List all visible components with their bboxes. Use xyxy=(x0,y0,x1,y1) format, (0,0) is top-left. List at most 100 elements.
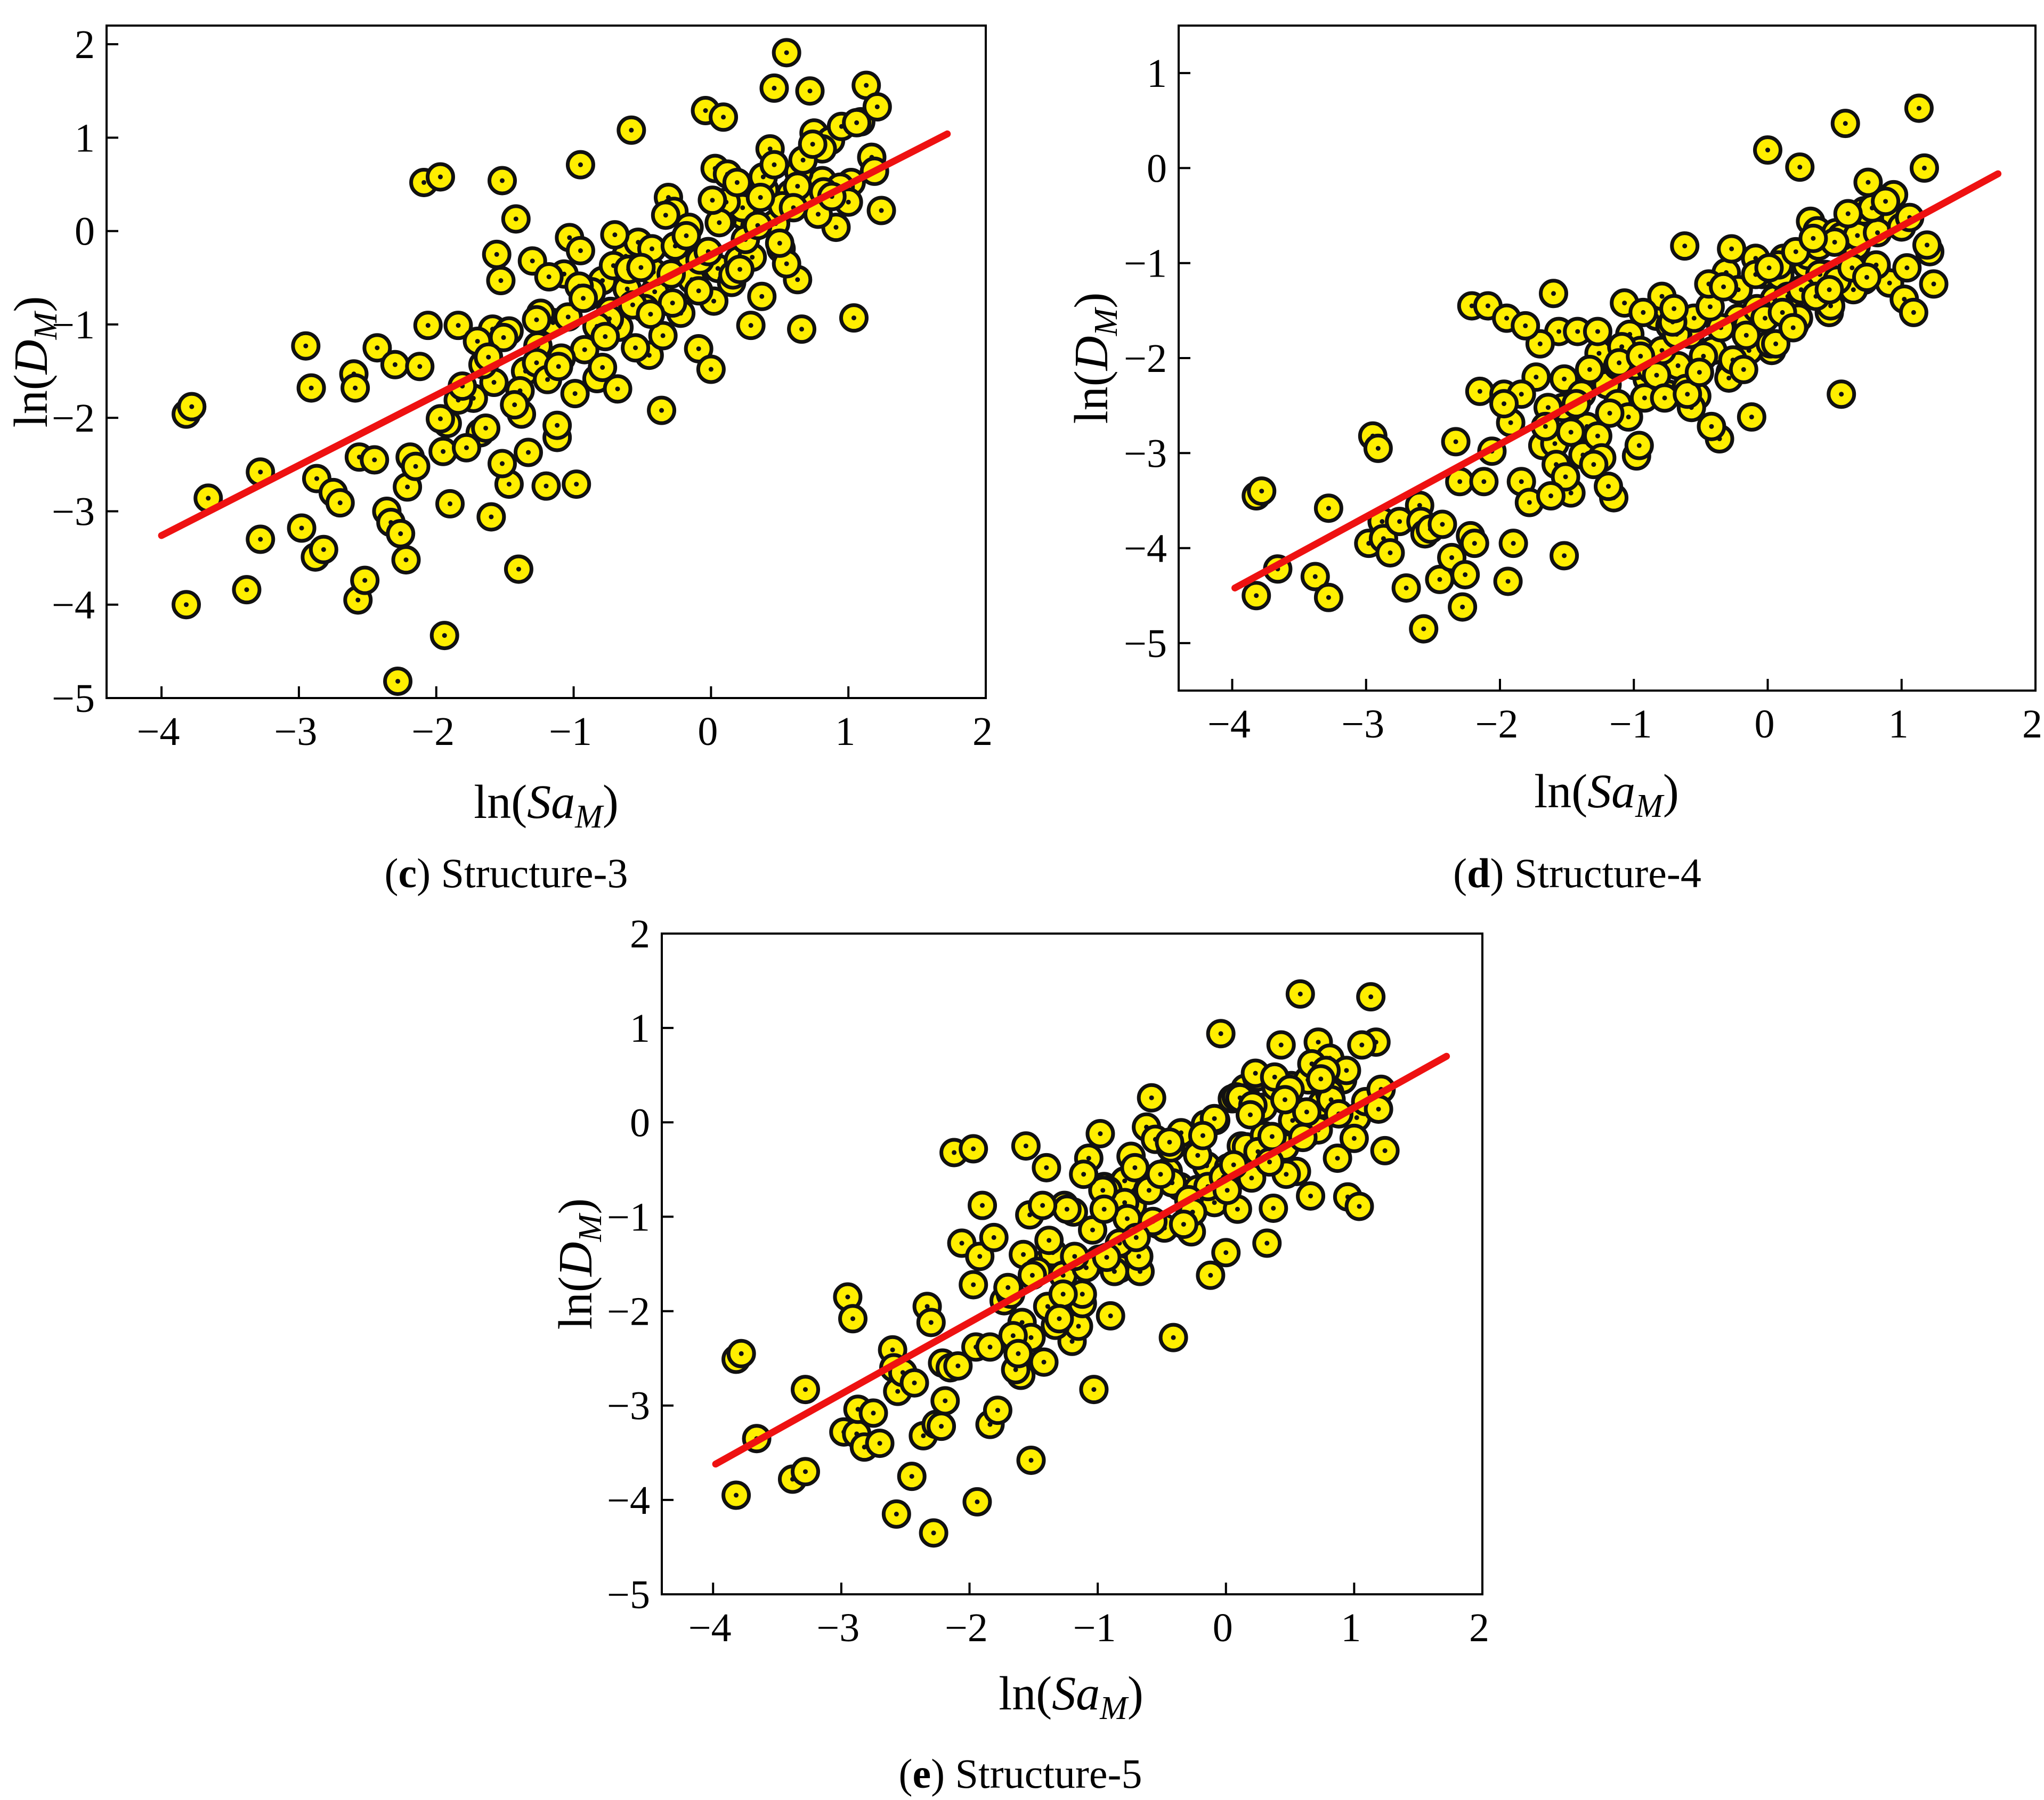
scatter-point-center xyxy=(1607,410,1612,416)
scatter-point-center xyxy=(1675,363,1681,368)
scatter-point-center xyxy=(1790,325,1796,330)
scatter-point-center xyxy=(1040,1203,1045,1208)
scatter-point-center xyxy=(500,461,505,466)
scatter-point-center xyxy=(652,289,658,295)
scatter-point-center xyxy=(1449,555,1455,560)
scatter-point-center xyxy=(1041,1359,1047,1365)
y-tick-label: 1 xyxy=(630,1006,650,1051)
scatter-point-center xyxy=(546,274,551,279)
scatter-point-center xyxy=(1090,1227,1095,1233)
scatter-point-center xyxy=(630,302,635,307)
scatter-point-center xyxy=(1697,370,1702,375)
scatter-point-center xyxy=(1247,1112,1253,1117)
scatter-point-center xyxy=(772,85,777,91)
scatter-point-center xyxy=(1271,1205,1276,1211)
scatter-point-center xyxy=(491,380,497,385)
scatter-point-center xyxy=(734,180,740,185)
scatter-point-center xyxy=(1753,256,1758,261)
scatter-point-center xyxy=(1133,1235,1139,1240)
scatter-point-center xyxy=(1568,490,1573,496)
regression-line xyxy=(1231,170,2002,591)
scatter-point-center xyxy=(1284,1172,1289,1177)
x-tick-label: 0 xyxy=(697,709,718,754)
scatter-point-center xyxy=(417,364,423,369)
scatter-point-center xyxy=(1843,121,1848,126)
scatter-point-center xyxy=(574,482,579,487)
scatter-point-center xyxy=(1596,351,1602,356)
scatter-point-center xyxy=(1212,1200,1217,1205)
scatter-point-center xyxy=(1707,304,1713,310)
scatter-point-center xyxy=(1010,1333,1016,1339)
scatter-point-center xyxy=(1591,462,1596,467)
scatter-point-center xyxy=(314,476,319,481)
scatter-point-center xyxy=(931,1530,936,1536)
scatter-point-center xyxy=(1502,401,1507,407)
y-tick-label: −3 xyxy=(52,489,95,534)
scatter-point-center xyxy=(1235,1206,1240,1212)
panel-caption: (c) Structure-3 xyxy=(385,850,628,896)
scatter-point-center xyxy=(1231,1162,1236,1167)
y-tick-label: −2 xyxy=(52,396,95,441)
scatter-point-center xyxy=(1839,392,1844,397)
scatter-point-center xyxy=(355,597,361,603)
scatter-point-center xyxy=(1290,1118,1295,1123)
scatter-point-center xyxy=(1793,249,1798,254)
scatter-point-center xyxy=(600,365,605,370)
scatter-point-center xyxy=(1224,1188,1230,1193)
scatter-point-center xyxy=(372,457,377,463)
scatter-point-center xyxy=(803,1387,808,1392)
scatter-point-center xyxy=(1797,165,1803,170)
scatter-point-center xyxy=(1463,572,1468,577)
scatter-point-center xyxy=(921,1433,926,1438)
scatter-point-center xyxy=(1682,244,1688,249)
scatter-point-center xyxy=(1380,519,1385,524)
scatter-point-center xyxy=(696,346,701,351)
scatter-point-center xyxy=(1318,1076,1324,1082)
scatter-point-center xyxy=(1437,577,1442,582)
scatter-point-center xyxy=(803,1469,808,1474)
scatter-point-center xyxy=(375,345,380,351)
scatter-point-center xyxy=(734,1493,739,1498)
scatter-point-center xyxy=(500,178,505,183)
scatter-point-center xyxy=(612,232,618,238)
y-axis-title: ln(DM) xyxy=(5,296,64,428)
scatter-point-center xyxy=(1701,353,1706,359)
scatter-point-center xyxy=(494,252,499,257)
scatter-point-center xyxy=(660,333,666,338)
scatter-point-center xyxy=(1354,1115,1359,1120)
scatter-point-center xyxy=(1316,1040,1321,1045)
scatter-point-center xyxy=(442,633,447,638)
scatter-point-center xyxy=(1551,291,1556,296)
scatter-point-center xyxy=(703,108,708,113)
scatter-point-center xyxy=(1304,1109,1309,1115)
scatter-point-center xyxy=(582,347,587,352)
scatter-point-center xyxy=(815,212,821,217)
scatter-point-center xyxy=(1575,329,1580,334)
x-tick-label: 0 xyxy=(1213,1606,1233,1650)
y-axis-title: ln(DM) xyxy=(549,1198,609,1330)
scatter-point-center xyxy=(1376,1106,1381,1112)
scatter-point-center xyxy=(1005,1285,1011,1290)
scatter-point-center xyxy=(750,255,755,260)
scatter-point-center xyxy=(810,142,815,147)
scatter-point-center xyxy=(1904,265,1910,271)
x-axis-title: ln(SaM) xyxy=(1534,765,1679,824)
panel-caption: (e) Structure-5 xyxy=(899,1750,1142,1797)
scatter-point-center xyxy=(413,464,418,469)
scatter-point-center xyxy=(1587,367,1592,372)
scatter-point-center xyxy=(1218,1031,1223,1036)
scatter-point-center xyxy=(1297,991,1303,996)
scatter-point-center xyxy=(1132,1165,1138,1170)
scatter-point-center xyxy=(483,425,489,431)
scatter-point-center xyxy=(501,335,506,340)
scatter-point-center xyxy=(506,482,512,487)
scatter-point-center xyxy=(1440,522,1445,527)
scatter-point-center xyxy=(800,157,806,163)
scatter-point-center xyxy=(1865,180,1871,185)
scatter-point-center xyxy=(1212,1116,1217,1121)
x-tick-label: 1 xyxy=(1341,1606,1361,1650)
scatter-point-center xyxy=(489,514,494,520)
scatter-point-center xyxy=(441,449,446,454)
scatter-point-center xyxy=(1023,1144,1028,1149)
scatter-point-center xyxy=(633,345,638,351)
